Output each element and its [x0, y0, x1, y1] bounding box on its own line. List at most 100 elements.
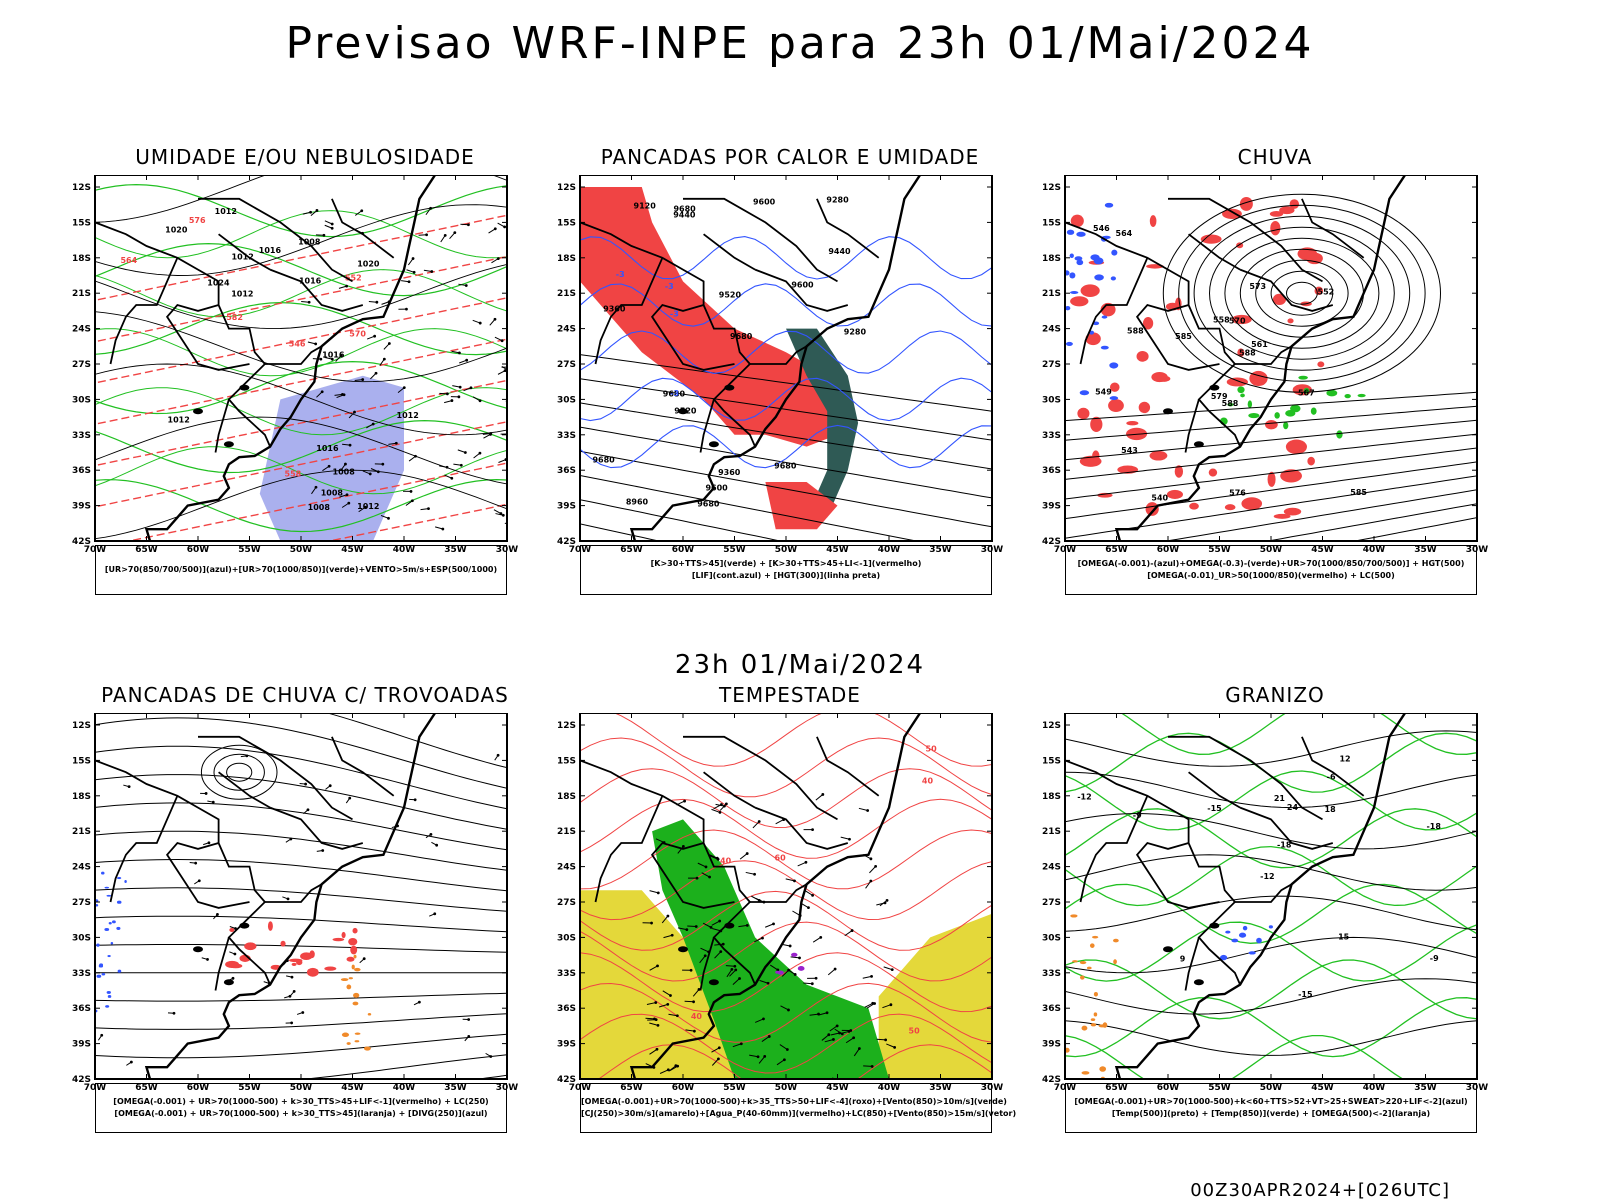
storm-area-orange [341, 978, 348, 981]
streamline-arrow [123, 785, 130, 788]
contour-label: 1008 [308, 503, 331, 512]
contour-label: 60 [775, 853, 787, 862]
lake-shape [709, 441, 719, 447]
contour-label: 40 [691, 1012, 703, 1021]
streamline-arrow [326, 784, 332, 789]
contour-label: 540 [1151, 494, 1168, 503]
omega-area-orange [1080, 961, 1087, 964]
rain-area-blue [1101, 346, 1109, 350]
wind-vector [513, 281, 522, 284]
streamline-arrow [414, 1001, 421, 1005]
lat-tick-label: 12S [72, 721, 91, 731]
contour-label: 1008 [321, 488, 344, 497]
contour-label: -9 [1430, 954, 1439, 963]
contour-label: -15 [1298, 990, 1313, 999]
rain-area-red [1092, 450, 1099, 461]
contour-label: 9360 [718, 468, 741, 477]
storm-area-red [296, 959, 302, 965]
temperature-850-contour [1044, 733, 1497, 792]
rain-area-red [1150, 215, 1157, 227]
political-border [704, 772, 756, 807]
legend-line: [OMEGA(-0.01)_UR>50(1000/850)(vermelho) … [1066, 570, 1476, 582]
contour-label: 40 [922, 777, 934, 786]
political-border [1189, 772, 1241, 807]
lat-tick-label: 30S [1042, 933, 1061, 943]
rain-area-blue [1069, 272, 1075, 278]
rain-area-blue [1094, 274, 1104, 280]
lat-tick-label: 36S [1042, 1004, 1061, 1014]
lat-tick-label: 15S [1042, 218, 1061, 228]
rain-area-red [1146, 502, 1159, 516]
wind-vector [444, 399, 453, 402]
political-border [265, 346, 322, 364]
contour-label: 21 [1274, 794, 1286, 803]
humidity-contour-green [74, 244, 527, 296]
contour-label: 1020 [165, 226, 188, 235]
lake-shape [193, 408, 203, 414]
contour-label: 558 [285, 469, 302, 478]
rain-area-green [1240, 394, 1245, 398]
legend-line: [K>30+TTS>45](verde) + [K>30+TTS>45+LI<-… [581, 558, 991, 570]
height-contour-500hPa [1163, 194, 1440, 392]
wind-vector [384, 342, 391, 349]
main-title: Previsao WRF-INPE para 23h 01/Mai/2024 [0, 18, 1600, 69]
political-border [1168, 199, 1323, 282]
rain-area-blue [1102, 316, 1108, 319]
rain-area-blue [1070, 253, 1074, 258]
panel-title: TEMPESTADE [550, 683, 1030, 707]
legend-line: [LIF](cont.azul) + [HGT(300)](linha pret… [581, 570, 991, 582]
storm-area-red [347, 957, 355, 962]
lat-tick-label: 24S [1042, 863, 1061, 873]
wind-vector [869, 865, 877, 873]
storm-area-red [352, 928, 357, 934]
rain-area-red [1150, 451, 1168, 461]
streamline-arrow [429, 912, 436, 916]
divergence-area-blue [116, 927, 120, 930]
hail-area-blue [1269, 925, 1273, 928]
contour-label: 9440 [673, 210, 696, 219]
divergence-area-blue [106, 895, 111, 897]
streamline-arrow [194, 879, 200, 884]
streamline-arrow [317, 849, 324, 852]
storm-area-red [280, 941, 285, 947]
lake-shape [724, 923, 734, 929]
rain-area-red [1209, 469, 1217, 477]
lat-tick-label: 27S [557, 898, 576, 908]
wind-vector [490, 318, 497, 325]
contour-label: 1016 [259, 246, 282, 255]
lake-shape [709, 979, 719, 985]
omega-area-orange [1070, 914, 1077, 917]
streamline-850hPa [559, 713, 1012, 766]
divergence-area-blue [118, 970, 122, 973]
wind-vector [740, 852, 748, 859]
lat-tick-label: 24S [557, 325, 576, 335]
lat-tick-label: 39S [72, 502, 91, 512]
political-border [111, 258, 178, 364]
streamline-arrow [409, 798, 416, 801]
temperature-850-contour [1044, 713, 1497, 754]
storm-area-orange [354, 968, 361, 972]
contour-label: 9680 [774, 461, 797, 470]
lat-tick-label: 18S [72, 254, 91, 264]
contour-label: 18 [1325, 805, 1337, 814]
contour-label: 1016 [322, 350, 345, 359]
pressure-contour [74, 175, 527, 222]
storm-area-orange [342, 1033, 349, 1038]
storm-area-red [309, 950, 314, 958]
contour-label: 9520 [719, 290, 742, 299]
rain-area-green [1292, 406, 1299, 410]
rain-area-red [1317, 361, 1324, 367]
political-border [111, 796, 178, 902]
legend-line: [OMEGA(-0.001) + UR>70(1000-500) + k>30_… [96, 1096, 506, 1108]
storm-area-orange [353, 993, 359, 998]
contour-label: 1012 [231, 290, 253, 299]
streamline-850hPa [559, 799, 1012, 858]
streamline-arrow [300, 783, 307, 786]
wind-vector [816, 793, 824, 800]
streamline [74, 945, 527, 953]
wind-vector [498, 458, 507, 462]
rain-area-red [1126, 421, 1138, 425]
map-frame [95, 713, 507, 1079]
political-border [683, 199, 838, 282]
rain-area-green [1274, 412, 1279, 418]
